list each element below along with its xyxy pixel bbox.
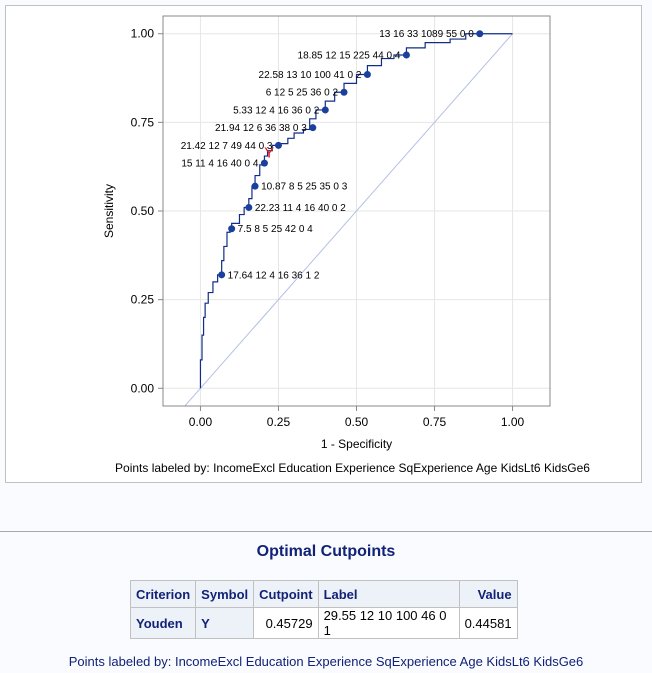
point-label: 10.87 8 5 25 35 0 3 [261,182,348,193]
roc-point [260,159,268,167]
header-symbol: Symbol [195,580,255,608]
point-label: 5.33 12 4 16 36 0 2 [233,105,320,116]
y-tick-label: 0.50 [131,204,155,218]
point-label: 22.23 11 4 16 40 0 2 [255,203,346,214]
cutpoints-title: Optimal Cutpoints [256,543,396,560]
roc-point [321,106,329,114]
roc-point [274,141,282,149]
table-header-row: Criterion Symbol Cutpoint Label Value [129,580,518,608]
optimal-cutpoint-marker: Y [264,144,274,161]
reference-line [184,33,513,406]
point-label: 18.85 12 15 225 44 0 4 [298,51,401,62]
table-row: Youden Y 0.45729 29.55 12 10 100 46 0 1 … [129,607,518,639]
x-tick-label: 0.75 [423,415,447,429]
roc-point [476,30,484,38]
y-tick-label: 0.25 [131,293,155,307]
roc-chart: 0.00 0.00 0.25 0.25 0.50 0.50 0.75 0.75 1.00 1.00… [102,15,590,475]
point-label: 13 16 33 1089 55 0 0 [379,29,474,40]
x-tick-label: 0.25 [267,415,291,429]
x-axis-label: 1 - Specificity [321,437,392,451]
cell-label: 29.55 12 10 100 46 0 1 [317,607,460,639]
roc-point [340,88,348,96]
point-label: 17.64 12 4 16 36 1 2 [228,270,320,281]
y-tick-label: 0.75 [131,115,155,129]
x-tick-label: 0.00 [189,415,213,429]
point-label: 21.94 12 6 36 38 0 3 [215,123,307,134]
point-label: 7.5 8 5 25 42 0 4 [238,224,314,235]
section-divider [0,531,652,532]
header-criterion: Criterion [129,580,197,608]
roc-point [251,182,259,190]
table-footnote: Points labeled by: IncomeExcl Education … [68,654,584,669]
roc-point [309,124,317,132]
point-label: 22.58 13 10 100 41 0 2 [259,70,362,81]
cell-value: 0.44581 [458,607,518,639]
roc-curve [199,33,513,389]
cutpoints-table: Criterion Symbol Cutpoint Label Value Yo… [129,580,518,639]
roc-point [218,271,226,279]
roc-plot-panel: 0.00 0.00 0.25 0.25 0.50 0.50 0.75 0.75 1.00 1.00… [5,5,642,483]
cell-cutpoint: 0.45729 [253,607,319,639]
y-axis-label: Sensitivity [102,184,116,238]
roc-point [402,51,410,59]
point-label: 6 12 5 25 36 0 2 [266,88,339,99]
header-cutpoint: Cutpoint [253,580,319,608]
header-value: Value [458,580,518,608]
point-label: 15 11 4 16 40 0 4 [181,159,259,170]
y-tick-label: 0.00 [131,381,155,395]
cell-symbol: Y [195,607,255,639]
roc-point [363,71,371,78]
point-label: 21.42 12 7 49 44 0 3 [181,141,273,152]
y-tick-label: 1.00 [131,27,155,41]
x-tick-label: 1.00 [501,415,525,429]
chart-footnote: Points labeled by: IncomeExcl Education … [115,461,590,475]
roc-point [228,225,236,233]
roc-point [245,203,253,211]
cell-criterion: Youden [129,607,197,639]
x-tick-label: 0.50 [345,415,369,429]
header-label: Label [317,580,460,608]
